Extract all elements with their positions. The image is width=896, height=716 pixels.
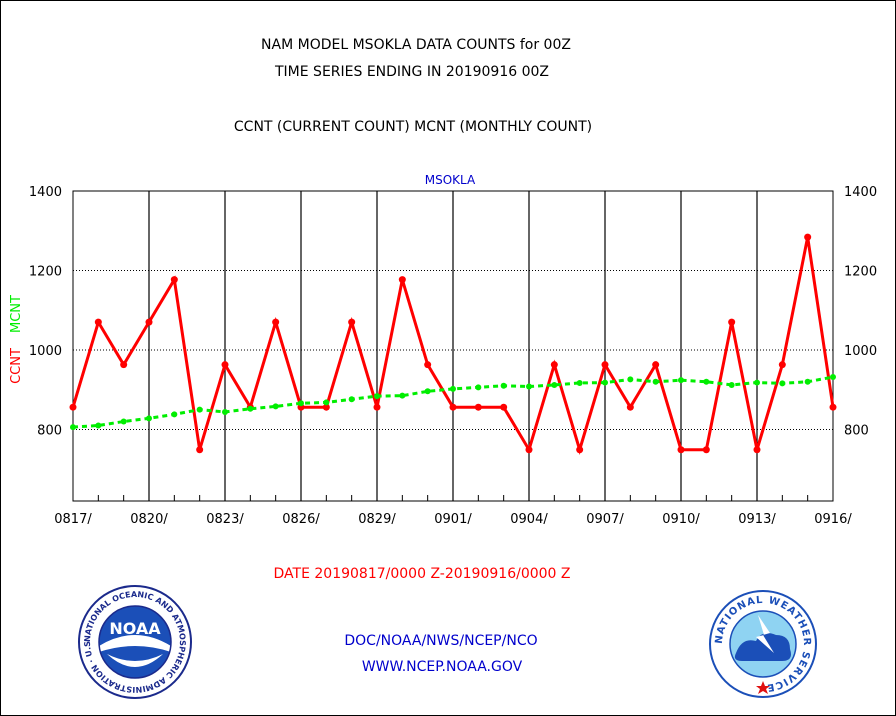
data-point-mcnt (830, 374, 836, 380)
data-point-mcnt (298, 400, 304, 407)
y-tick-label-left: 1000 (29, 344, 62, 359)
data-point-ccnt (145, 318, 153, 326)
data-point-ccnt (753, 446, 761, 454)
y-tick-label-left: 1400 (29, 185, 62, 200)
x-tick-label: 0910/ (662, 512, 700, 527)
data-point-mcnt (627, 376, 634, 383)
nws-logo: NATIONAL WEATHER SERVICE (709, 590, 817, 698)
data-point-mcnt (95, 422, 102, 429)
data-point-mcnt (475, 384, 482, 391)
noaa-logo-text: NOAA (109, 619, 161, 638)
org-label: DOC/NOAA/NWS/NCEP/NCO (344, 633, 538, 649)
data-point-mcnt (728, 381, 735, 388)
data-point-ccnt (626, 403, 634, 411)
y-axis-label-mcnt: MCNT (9, 295, 24, 333)
x-tick-label: 0826/ (282, 512, 320, 527)
data-point-ccnt (196, 446, 204, 454)
data-point-ccnt (170, 276, 178, 284)
data-point-mcnt (576, 379, 583, 386)
data-point-mcnt (526, 383, 532, 390)
data-point-mcnt (374, 393, 380, 400)
website-link[interactable]: WWW.NCEP.NOAA.GOV (361, 659, 523, 675)
date-range-label: DATE 20190817/0000 Z-20190916/0000 Z (273, 566, 571, 582)
data-point-mcnt (678, 377, 684, 384)
star-icon (756, 681, 770, 694)
x-tick-label: 0823/ (206, 512, 244, 527)
x-tick-label: 0913/ (738, 512, 776, 527)
station-label: MSOKLA (425, 173, 476, 187)
data-point-mcnt (450, 385, 456, 392)
data-point-mcnt (500, 382, 507, 389)
data-point-ccnt (652, 361, 660, 369)
data-point-mcnt (551, 381, 558, 388)
data-point-mcnt (602, 379, 608, 386)
data-point-mcnt (703, 378, 710, 385)
data-point-ccnt (804, 233, 812, 241)
x-tick-label: 0901/ (434, 512, 472, 527)
data-point-mcnt (70, 424, 76, 431)
chart-title-line2: TIME SERIES ENDING IN 20190916 00Z (275, 64, 549, 80)
data-point-mcnt (399, 392, 406, 399)
y-tick-label-right: 1400 (844, 185, 877, 200)
x-tick-label: 0817/ (54, 512, 92, 527)
data-point-ccnt (94, 318, 102, 326)
data-point-mcnt (804, 378, 811, 385)
data-point-mcnt (754, 379, 760, 386)
data-point-ccnt (525, 446, 533, 454)
data-point-ccnt (576, 446, 584, 454)
data-point-mcnt (171, 411, 178, 418)
data-point-ccnt (778, 361, 786, 369)
data-point-ccnt (373, 403, 381, 411)
x-tick-label: 0904/ (510, 512, 548, 527)
data-point-ccnt (120, 361, 128, 369)
data-point-ccnt (601, 361, 609, 369)
y-tick-labels: 800 800 1000 1000 1200 1200 1400 1400 (29, 185, 877, 438)
y-tick-label-right: 1000 (844, 344, 877, 359)
data-point-mcnt (348, 396, 355, 403)
x-tick-label: 0907/ (586, 512, 624, 527)
data-point-ccnt (348, 318, 356, 326)
y-tick-label-left: 1200 (29, 264, 62, 279)
x-tick-label: 0829/ (358, 512, 396, 527)
data-point-ccnt (474, 403, 482, 411)
data-point-ccnt (550, 361, 558, 369)
data-point-mcnt (323, 399, 330, 406)
data-point-ccnt (500, 403, 508, 411)
data-point-ccnt (829, 403, 837, 411)
data-point-mcnt (424, 388, 431, 395)
data-point-ccnt (702, 446, 710, 454)
data-point-ccnt (272, 318, 280, 326)
series-lines (69, 233, 837, 455)
data-point-mcnt (146, 415, 152, 422)
y-tick-label-left: 800 (37, 423, 62, 438)
data-point-ccnt (69, 403, 77, 411)
data-point-mcnt (120, 418, 127, 425)
chart-subtitle: CCNT (CURRENT COUNT) MCNT (MONTHLY COUNT… (233, 119, 593, 135)
noaa-logo: NATIONAL OCEANIC AND ATMOSPHERIC ADMINIS… (77, 584, 192, 699)
data-point-mcnt (196, 406, 203, 413)
x-tick-labels: 0817/0820/0823/0826/0829/0901/0904/0907/… (54, 512, 852, 527)
y-axis-label-ccnt: CCNT (9, 348, 24, 384)
grid-lines (72, 191, 834, 501)
data-point-ccnt (221, 361, 229, 369)
data-point-mcnt (247, 405, 254, 412)
data-point-ccnt (449, 403, 457, 411)
chart-title-line1: NAM MODEL MSOKLA DATA COUNTS for 00Z (261, 37, 571, 53)
x-tick-label: 0820/ (130, 512, 168, 527)
data-point-mcnt (779, 380, 786, 387)
data-point-ccnt (398, 276, 406, 284)
data-point-ccnt (424, 361, 432, 369)
data-point-mcnt (272, 403, 279, 410)
data-point-mcnt (222, 408, 228, 415)
data-point-ccnt (728, 318, 736, 326)
data-point-ccnt (322, 403, 330, 411)
data-point-ccnt (677, 446, 685, 454)
y-tick-label-right: 800 (844, 423, 869, 438)
plot-border (72, 190, 834, 502)
data-point-mcnt (652, 378, 659, 385)
y-tick-label-right: 1200 (844, 264, 877, 279)
x-tick-label: 0916/ (814, 512, 852, 527)
